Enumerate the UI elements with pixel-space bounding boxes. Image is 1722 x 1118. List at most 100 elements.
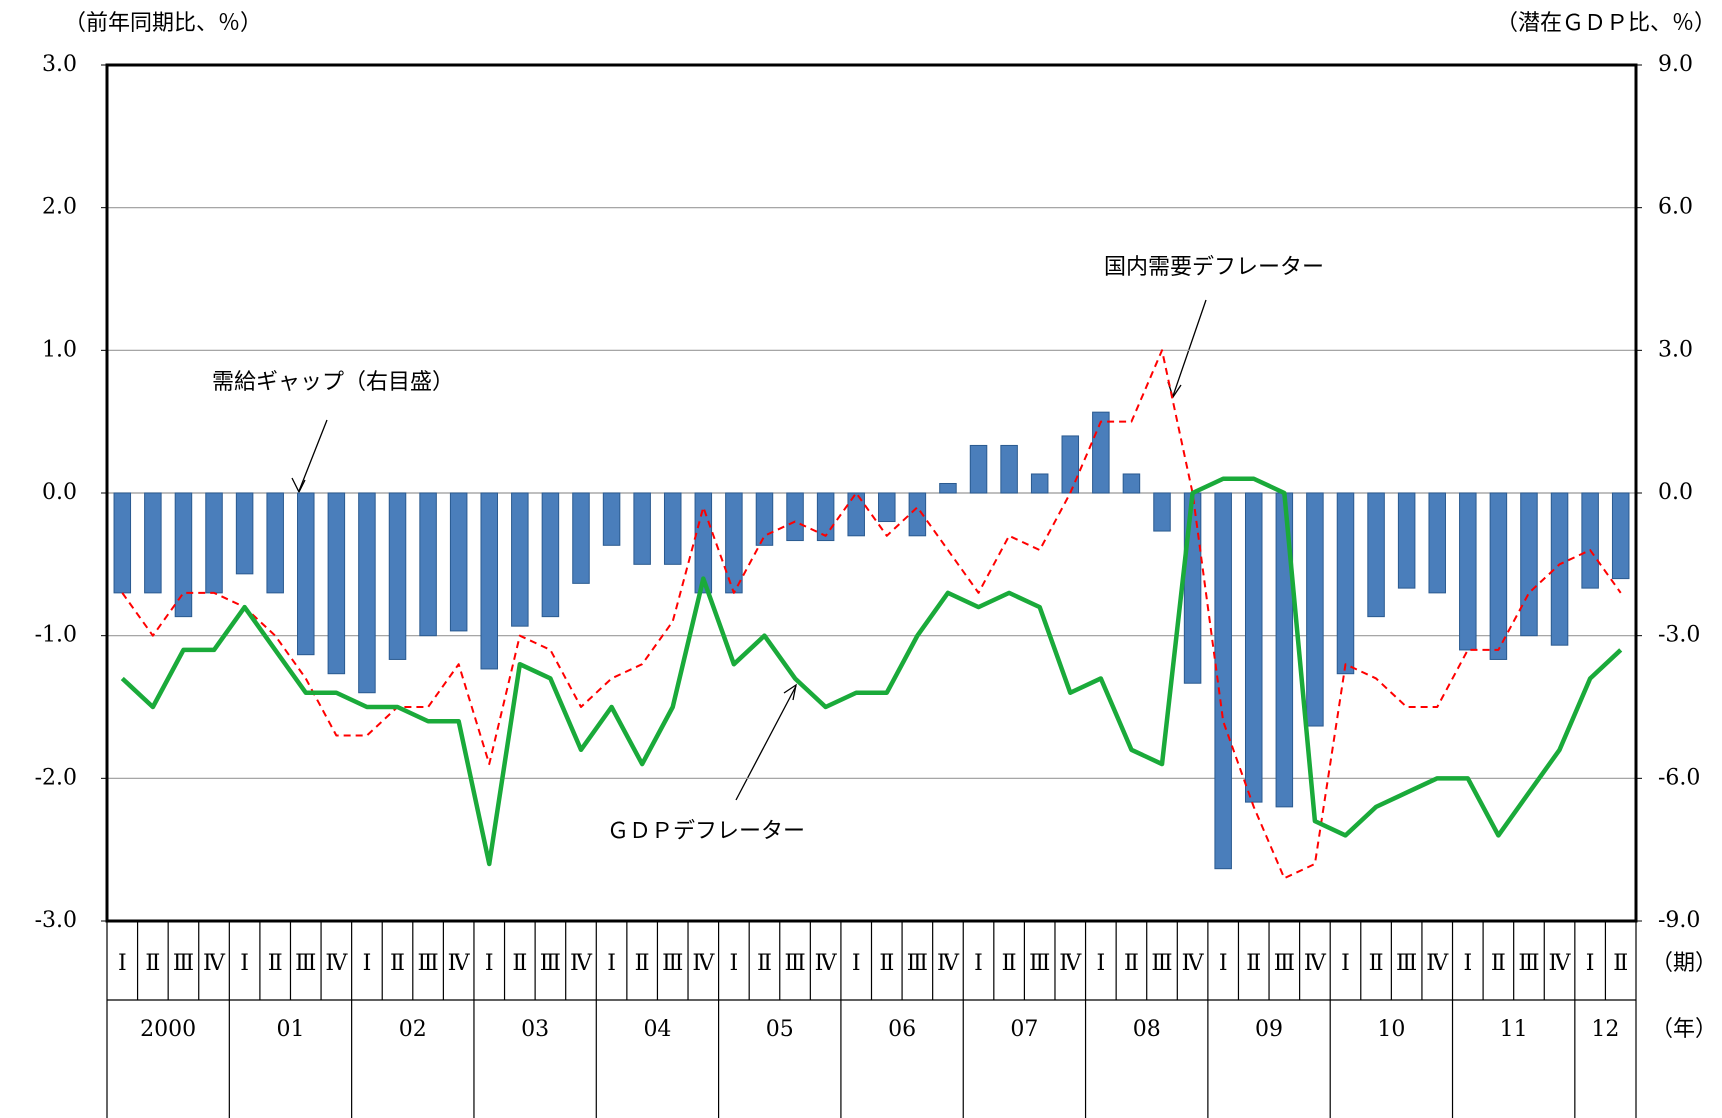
y2-tick-label: -3.0: [1658, 623, 1700, 648]
bar: [602, 492, 621, 546]
bar: [1061, 435, 1080, 494]
line: [120, 476, 1623, 867]
bar: [1367, 492, 1385, 618]
y2-tick-label: 0.0: [1658, 480, 1693, 505]
x-tick-label: Ⅰ: [240, 951, 249, 976]
bar-annotation: 需給ギャップ（右目盛）: [212, 370, 454, 395]
x-tick-label: Ⅱ: [512, 951, 527, 976]
x-tick-label: Ⅳ: [1182, 951, 1205, 976]
bar: [1397, 492, 1416, 589]
y-tick-label: -2.0: [35, 765, 77, 790]
bar: [1183, 492, 1202, 684]
y2-tick-label: 6.0: [1658, 195, 1693, 220]
year-label: 03: [521, 1017, 549, 1042]
x-tick-label: Ⅳ: [448, 951, 471, 976]
year-label: 10: [1377, 1017, 1405, 1042]
bar: [388, 492, 407, 660]
bar: [847, 492, 865, 537]
bar: [1122, 473, 1141, 494]
bar: [144, 492, 162, 594]
x-tick-label: Ⅱ: [390, 951, 405, 976]
y2-tick-label: -9.0: [1658, 908, 1700, 933]
x-tick-label: Ⅲ: [1029, 951, 1050, 976]
bar: [663, 492, 682, 565]
annotation-arrows: [291, 299, 1207, 801]
bar: [1153, 492, 1171, 532]
x-tick-label: Ⅱ: [1491, 951, 1506, 976]
y-tick-label: 1.0: [42, 337, 77, 362]
x-tick-label: Ⅱ: [1369, 951, 1384, 976]
x-tick-label: Ⅰ: [1341, 951, 1350, 976]
bar: [1000, 444, 1018, 494]
x-tick-label: Ⅱ: [1002, 951, 1017, 976]
x-tick-label: Ⅰ: [607, 951, 616, 976]
bar: [1336, 492, 1355, 675]
y-tick-label: -3.0: [35, 908, 77, 933]
bar: [694, 492, 713, 594]
x-tick-label: Ⅳ: [1304, 951, 1327, 976]
x-tick-label: Ⅰ: [1463, 951, 1472, 976]
x-tick-label: Ⅳ: [325, 951, 348, 976]
bar: [878, 492, 896, 523]
x-tick-label: Ⅰ: [974, 951, 983, 976]
x-tick-label: Ⅳ: [692, 951, 715, 976]
year-label: 01: [276, 1017, 304, 1042]
x-tick-label: Ⅳ: [203, 951, 226, 976]
x-tick-label: Ⅱ: [757, 951, 772, 976]
x-tick-label: Ⅱ: [1124, 951, 1139, 976]
bar: [113, 492, 132, 594]
bar: [1611, 492, 1630, 580]
x-tick-label: Ⅰ: [1096, 951, 1105, 976]
x-tick-label: Ⅲ: [173, 951, 194, 976]
year-unit: （年）: [1651, 1017, 1717, 1042]
year-label: 02: [399, 1017, 427, 1042]
x-tick-label: Ⅲ: [1151, 951, 1172, 976]
x-tick-label: Ⅳ: [570, 951, 593, 976]
bar: [1214, 492, 1232, 870]
x-tick-label: Ⅱ: [145, 951, 160, 976]
bar: [205, 492, 223, 594]
bar: [786, 492, 804, 542]
y-tick-label: 2.0: [42, 195, 77, 220]
bar: [1489, 492, 1508, 660]
red-line-annotation: 国内需要デフレーター: [1104, 255, 1324, 280]
bar: [969, 444, 988, 494]
bar: [1428, 492, 1446, 594]
year-label: 11: [1500, 1017, 1528, 1042]
x-tick-label: Ⅳ: [815, 951, 838, 976]
x-tick-label: Ⅱ: [879, 951, 894, 976]
y2-axis-label: （潜在ＧＤＰ比、％）: [1496, 11, 1716, 36]
bar: [266, 492, 284, 594]
y2-tick-label: 3.0: [1658, 337, 1693, 362]
y-tick-label: -1.0: [35, 623, 77, 648]
x-tick-label: Ⅲ: [662, 951, 683, 976]
x-tick-label: Ⅰ: [118, 951, 127, 976]
bar: [174, 492, 193, 618]
bar: [572, 492, 590, 584]
bar: [297, 492, 315, 656]
x-tick-label: Ⅰ: [730, 951, 739, 976]
x-tick-label: Ⅳ: [1059, 951, 1082, 976]
bar: [1459, 492, 1477, 651]
bar: [755, 492, 774, 546]
bar: [1520, 492, 1538, 637]
bar: [235, 492, 254, 575]
x-tick-label: Ⅳ: [1549, 951, 1572, 976]
x-tick-label: Ⅲ: [907, 951, 928, 976]
bar: [511, 492, 529, 627]
line: [121, 349, 1622, 880]
bar: [1306, 492, 1324, 727]
year-label: 08: [1133, 1017, 1161, 1042]
bar: [939, 482, 957, 494]
bar: [816, 492, 835, 542]
bar: [1244, 492, 1263, 803]
x-tick-label: Ⅲ: [417, 951, 438, 976]
bar: [1581, 492, 1599, 589]
x-tick-label: Ⅰ: [1219, 951, 1228, 976]
x-tick-label: Ⅲ: [1274, 951, 1295, 976]
x-tick-label: Ⅱ: [1613, 951, 1628, 976]
x-tick-label: Ⅳ: [937, 951, 960, 976]
y2-tick-label: -6.0: [1658, 765, 1700, 790]
bar: [358, 492, 376, 694]
